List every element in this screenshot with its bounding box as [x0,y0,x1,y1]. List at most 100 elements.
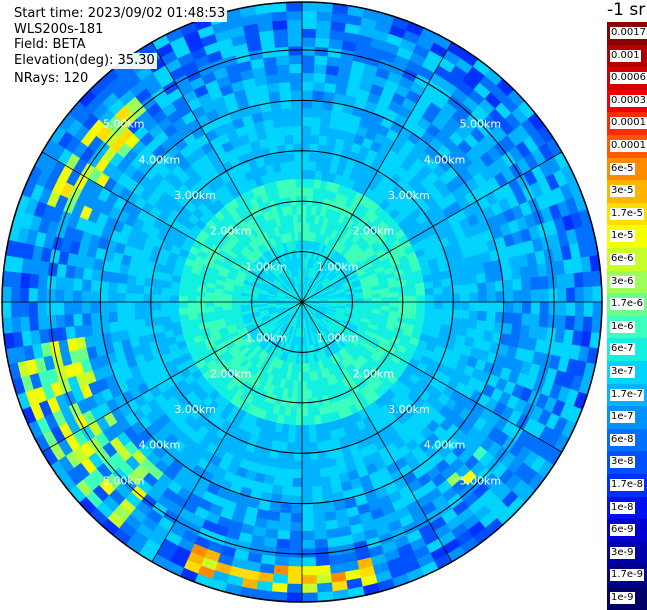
colorbar-level: 1e-5 [607,225,647,248]
radar-cell [297,205,302,214]
radar-cell [274,556,288,566]
radar-cell [296,408,302,417]
radar-cell [302,593,318,602]
radar-cell [425,288,434,295]
radar-cell [565,273,575,288]
radar-cell [288,566,302,575]
colorbar-level-label: 0.0003 [610,95,647,107]
radar-cell [91,269,101,281]
radar-cell [293,214,298,223]
colorbar-level: 1.7e-8 [607,474,647,497]
radar-cell [281,170,289,180]
colorbar-level-label: 6e-7 [610,343,635,355]
radar-cell [302,355,305,364]
radar-cell [91,313,101,325]
radar-cell [583,317,593,333]
radar-cell [314,530,327,540]
radar-cell [583,272,593,288]
radar-cell [82,279,92,291]
radar-cell [196,296,205,302]
radar-cell [118,273,128,284]
radar-cell [287,11,302,20]
radar-cell [487,302,496,312]
radar-cell [152,286,161,294]
radar-cell [276,55,289,65]
radar-cell [273,565,288,575]
radar-cell [317,583,333,593]
radar-cell [293,126,302,135]
radar-cell [364,298,373,302]
colorbar-level-label: 0.0001 [610,140,647,152]
radar-cell [308,416,315,425]
radar-cell [152,294,161,302]
radar-cell [91,323,101,335]
radar-cell [290,187,296,196]
radar-cell [302,390,307,399]
colorbar-level: 1.7e-9 [607,564,647,587]
colorbar-level-label: 0.00017 [610,117,647,129]
radar-cell [469,284,479,294]
radar-cell [293,134,302,143]
colorbar-level-label: 6e-6 [610,253,635,265]
radar-cell [323,502,335,512]
radar-cell [540,302,549,315]
colorbar-level: 1e-7 [607,406,647,429]
radar-cell [316,20,331,30]
radar-cell [291,90,302,99]
radar-cell [310,135,319,144]
colorbar-level-label: 0.0006 [610,72,647,84]
range-label: 5.00km [103,474,145,487]
radar-cell [90,291,99,302]
radar-cell [289,179,296,188]
radar-cell [302,117,312,126]
radar-cell [316,565,331,575]
radar-cell [302,126,311,135]
radar-cell [287,20,302,29]
radar-cell [434,302,443,309]
radar-cell [531,290,540,302]
radar-cell [280,91,292,101]
radar-cell [205,307,214,313]
radar-cell [505,302,514,313]
radar-cell [302,108,312,117]
radar-cell [487,292,496,302]
radar-cell [442,286,451,294]
radar-cell [307,390,313,399]
radar-cell [302,81,314,90]
radar-cell [2,302,11,318]
radar-cell [284,135,293,144]
radar-cell [46,289,55,302]
colorbar-level-label: 1e-6 [610,321,635,333]
radar-cell [323,91,335,101]
radar-cell [459,276,469,286]
radar-cell [302,531,314,540]
radar-cell [286,442,294,451]
radar-cell [240,302,249,305]
radar-cell [313,82,325,92]
radar-cell [108,312,118,323]
radar-cell [486,282,496,293]
radar-cell [117,302,126,312]
radar-cell [302,187,308,196]
radar-cell [425,302,434,309]
range-label: 4.00km [139,153,181,166]
radar-cell [302,364,306,373]
radar-cell [64,302,73,314]
radar-cell [153,317,163,326]
radar-cell [399,302,408,308]
radar-cell [469,302,478,311]
radar-cell [82,313,92,325]
range-label: 3.00km [174,189,216,202]
radar-cell [485,272,495,283]
radar-cell [311,478,321,488]
radar-cell [540,289,549,302]
radar-cell [109,272,119,283]
radar-cell [390,292,399,298]
radar-cell [549,289,558,302]
radar-cell [108,282,118,293]
radar-cell [302,566,316,575]
range-label: 4.00km [139,439,181,452]
field-label: Field: BETA [12,37,87,53]
radar-cell [476,320,486,331]
